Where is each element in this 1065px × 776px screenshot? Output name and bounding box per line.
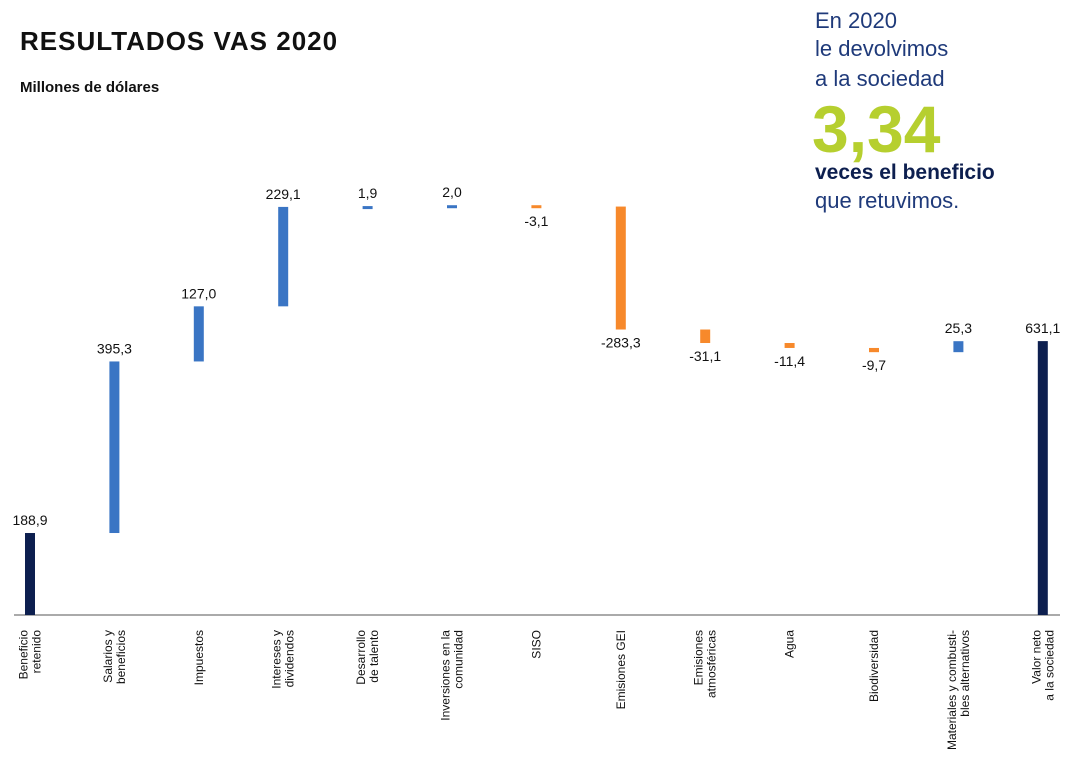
x-tick-label-line: Salarios y: [101, 630, 115, 683]
x-tick-label-line: Emisiones: [692, 630, 706, 685]
bar: [362, 206, 373, 210]
callout-highlight: 3,34: [812, 92, 941, 166]
callout-line: que retuvimos.: [815, 188, 959, 213]
x-tick-label-line: comunidad: [452, 630, 466, 689]
callout-emphasis: veces el beneficio: [815, 161, 995, 184]
bar: [25, 533, 35, 615]
callout-line: le devolvimos: [815, 36, 948, 61]
x-tick-label: Impuestos: [192, 630, 206, 685]
x-tick-label-line: dividendos: [283, 630, 297, 687]
x-tick-label: Materiales y combusti-bles alternativos: [945, 630, 972, 750]
x-tick-label: Beneficio retenido: [17, 630, 44, 680]
x-tick-label: Agua: [783, 630, 797, 658]
x-tick-label-line: Inversiones en la: [439, 630, 453, 721]
x-tick-label-line: beneficios: [114, 630, 128, 684]
bar: [784, 343, 795, 348]
bar: [447, 205, 457, 209]
callout-line: En 2020: [815, 8, 897, 33]
bar: [869, 347, 879, 353]
value-label: 631,1: [1025, 320, 1060, 336]
bar: [531, 205, 542, 209]
x-tick-label-line: de talento: [367, 630, 381, 683]
x-tick-label-line: atmosféricas: [705, 630, 719, 698]
x-tick-label-line: Materiales y combusti-: [945, 630, 959, 750]
value-label: 188,9: [12, 512, 47, 528]
x-tick-label-line: Valor neto: [1029, 630, 1043, 684]
bar: [953, 341, 964, 353]
x-tick-label: Desarrollo de talento: [354, 630, 381, 685]
x-tick-label: Biodiversidad: [867, 630, 881, 702]
x-tick-label: Salarios y beneficios: [101, 630, 128, 684]
callout-line: a la sociedad: [815, 66, 945, 91]
bar: [109, 361, 120, 534]
bar: [1037, 341, 1048, 615]
x-tick-label: Emisiones GEI: [614, 630, 628, 709]
x-tick-label: Valor neto a la sociedad: [1029, 630, 1056, 701]
x-tick-label-line: bles alternativos: [958, 630, 972, 717]
value-label: -11,4: [774, 353, 805, 369]
x-tick-label-line: Desarrollo: [354, 630, 368, 685]
value-label: 2,0: [442, 184, 462, 200]
x-tick-label-line: Agua: [783, 630, 797, 658]
value-label: -3,1: [524, 213, 548, 229]
x-tick-label-line: Emisiones GEI: [614, 630, 628, 709]
callout: En 2020 le devolvimos a la sociedad 3,34…: [812, 8, 995, 213]
bar: [700, 329, 711, 344]
x-tick-label-line: Beneficio: [17, 630, 31, 680]
x-tick-label-line: Biodiversidad: [867, 630, 881, 702]
value-label: 1,9: [358, 185, 378, 201]
value-label: 395,3: [97, 340, 132, 356]
value-label: -283,3: [601, 335, 641, 351]
x-tick-label-line: a la sociedad: [1042, 630, 1056, 701]
chart-subtitle: Millones de dólares: [20, 79, 159, 96]
chart-title: RESULTADOS VAS 2020: [20, 26, 338, 56]
bar: [615, 206, 626, 330]
x-tick-label: SISO: [529, 630, 543, 659]
value-label: 127,0: [181, 285, 216, 301]
value-label: 25,3: [945, 320, 972, 336]
bar: [278, 206, 289, 307]
x-tick-label-line: Impuestos: [192, 630, 206, 685]
value-label: -9,7: [862, 357, 886, 373]
value-label: -31,1: [689, 348, 721, 364]
x-tick-label: Inversiones en la comunidad: [439, 630, 466, 721]
x-tick-label-line: retenido: [30, 630, 44, 674]
x-tick-label: Emisiones atmosféricas: [692, 630, 719, 698]
value-label: 229,1: [266, 186, 301, 202]
x-tick-label: Intereses y dividendos: [270, 630, 297, 689]
bar: [193, 306, 204, 362]
x-tick-label-line: SISO: [529, 630, 543, 659]
x-tick-label-line: Intereses y: [270, 630, 284, 689]
